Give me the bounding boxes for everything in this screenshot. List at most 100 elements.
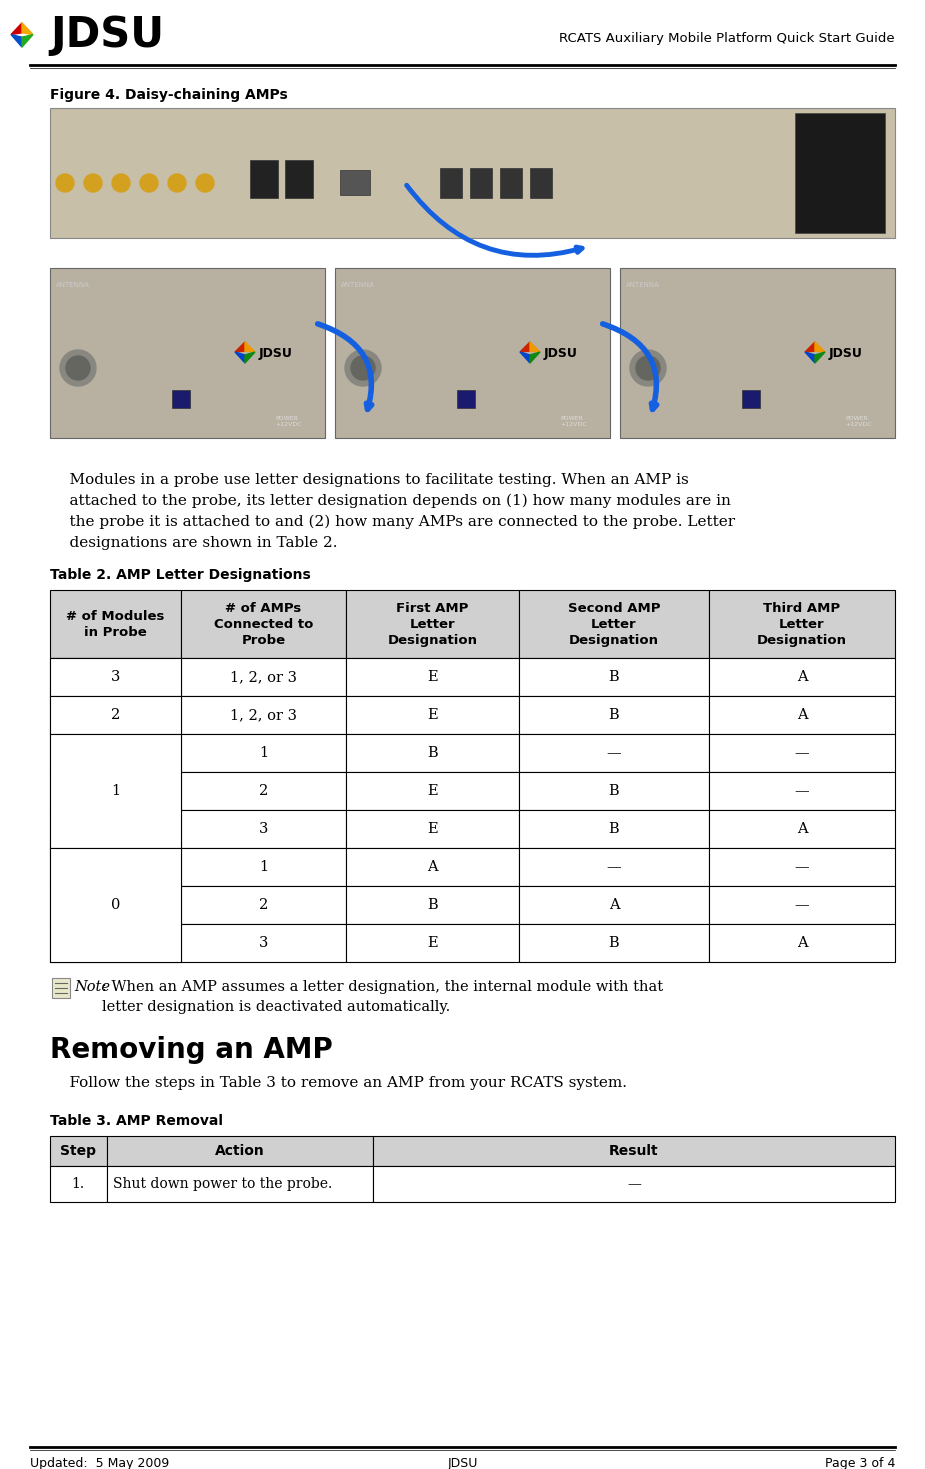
Bar	[50, 848, 181, 886]
Circle shape	[196, 173, 214, 192]
Bar	[519, 848, 709, 886]
Text: Removing an AMP: Removing an AMP	[50, 1036, 333, 1064]
Text: ANTENNA: ANTENNA	[56, 282, 90, 288]
Text: B: B	[609, 670, 620, 685]
Bar	[519, 696, 709, 734]
Bar	[106, 1166, 373, 1202]
Text: Third AMP
Letter
Designation: Third AMP Letter Designation	[757, 601, 847, 646]
Text: —: —	[607, 746, 622, 759]
Text: RCATS Auxiliary Mobile Platform Quick Start Guide: RCATS Auxiliary Mobile Platform Quick St…	[560, 31, 895, 44]
Text: 2: 2	[111, 708, 120, 721]
Bar	[519, 924, 709, 962]
FancyBboxPatch shape	[52, 978, 70, 997]
Polygon shape	[815, 342, 825, 353]
Bar	[181, 696, 346, 734]
Polygon shape	[805, 353, 815, 363]
Bar	[340, 170, 370, 195]
Text: 2: 2	[259, 898, 268, 912]
Text: POWER
+12VDC: POWER +12VDC	[845, 416, 871, 427]
Text: A: A	[796, 670, 808, 685]
Text: B: B	[427, 898, 438, 912]
Bar	[530, 167, 552, 198]
Text: B: B	[609, 823, 620, 836]
Bar	[519, 734, 709, 773]
Text: First AMP
Letter
Designation: First AMP Letter Designation	[388, 601, 477, 646]
Bar	[346, 658, 519, 696]
Text: A: A	[796, 708, 808, 721]
Bar	[519, 591, 709, 658]
Bar	[500, 167, 522, 198]
Text: B: B	[609, 708, 620, 721]
Bar	[346, 696, 519, 734]
Text: 1, 2, or 3: 1, 2, or 3	[230, 708, 297, 721]
Text: B: B	[609, 936, 620, 950]
Bar	[519, 658, 709, 696]
Bar	[50, 591, 181, 658]
Bar	[519, 886, 709, 924]
Text: 0: 0	[111, 859, 120, 874]
Bar	[181, 924, 346, 962]
Text: A: A	[796, 823, 808, 836]
Text: Step: Step	[60, 1144, 96, 1158]
Circle shape	[56, 173, 74, 192]
Circle shape	[636, 355, 660, 380]
Circle shape	[630, 350, 666, 386]
Text: POWER
+12VDC: POWER +12VDC	[560, 416, 586, 427]
Bar	[709, 809, 895, 848]
Text: ANTENNA: ANTENNA	[626, 282, 660, 288]
Text: Updated:  5 May 2009: Updated: 5 May 2009	[30, 1456, 169, 1469]
Polygon shape	[815, 353, 825, 363]
Polygon shape	[805, 342, 815, 353]
Text: 3: 3	[111, 670, 120, 685]
Text: Follow the steps in Table 3 to remove an AMP from your RCATS system.: Follow the steps in Table 3 to remove an…	[50, 1075, 627, 1090]
Bar	[795, 113, 885, 234]
Text: JDSU: JDSU	[50, 15, 164, 56]
Polygon shape	[520, 342, 530, 353]
Text: E: E	[427, 670, 438, 685]
Bar	[50, 109, 895, 238]
Text: 1: 1	[111, 784, 120, 798]
Text: Modules in a probe use letter designations to facilitate testing. When an AMP is: Modules in a probe use letter designatio…	[50, 473, 735, 549]
Bar	[346, 773, 519, 809]
Bar	[50, 696, 181, 734]
Bar	[50, 658, 181, 696]
Bar	[346, 809, 519, 848]
Polygon shape	[245, 353, 255, 363]
Bar	[50, 734, 181, 848]
Polygon shape	[520, 353, 530, 363]
Text: 0: 0	[111, 898, 120, 912]
Polygon shape	[235, 353, 245, 363]
Text: E: E	[427, 936, 438, 950]
Bar	[181, 658, 346, 696]
Bar	[181, 886, 346, 924]
Text: JDSU: JDSU	[448, 1456, 477, 1469]
Polygon shape	[22, 24, 33, 35]
Text: Table 3. AMP Removal: Table 3. AMP Removal	[50, 1114, 223, 1128]
Bar	[709, 658, 895, 696]
Polygon shape	[11, 24, 22, 35]
Text: 2: 2	[111, 708, 120, 721]
Bar	[50, 924, 181, 962]
Text: A: A	[609, 898, 620, 912]
Polygon shape	[245, 342, 255, 353]
Text: E: E	[427, 823, 438, 836]
Text: 3: 3	[259, 936, 268, 950]
Circle shape	[60, 350, 96, 386]
Bar	[519, 773, 709, 809]
Text: —: —	[795, 746, 809, 759]
Bar	[50, 1166, 106, 1202]
Bar	[709, 734, 895, 773]
Bar	[50, 848, 181, 962]
Bar	[335, 267, 610, 438]
Circle shape	[84, 173, 102, 192]
Text: —: —	[607, 859, 622, 874]
Polygon shape	[530, 342, 540, 353]
Text: E: E	[427, 784, 438, 798]
Text: —: —	[627, 1177, 641, 1191]
Bar	[519, 809, 709, 848]
Text: 3: 3	[259, 823, 268, 836]
Text: Result: Result	[609, 1144, 659, 1158]
Text: Table 2. AMP Letter Designations: Table 2. AMP Letter Designations	[50, 569, 311, 582]
Bar	[470, 167, 492, 198]
Bar	[709, 591, 895, 658]
